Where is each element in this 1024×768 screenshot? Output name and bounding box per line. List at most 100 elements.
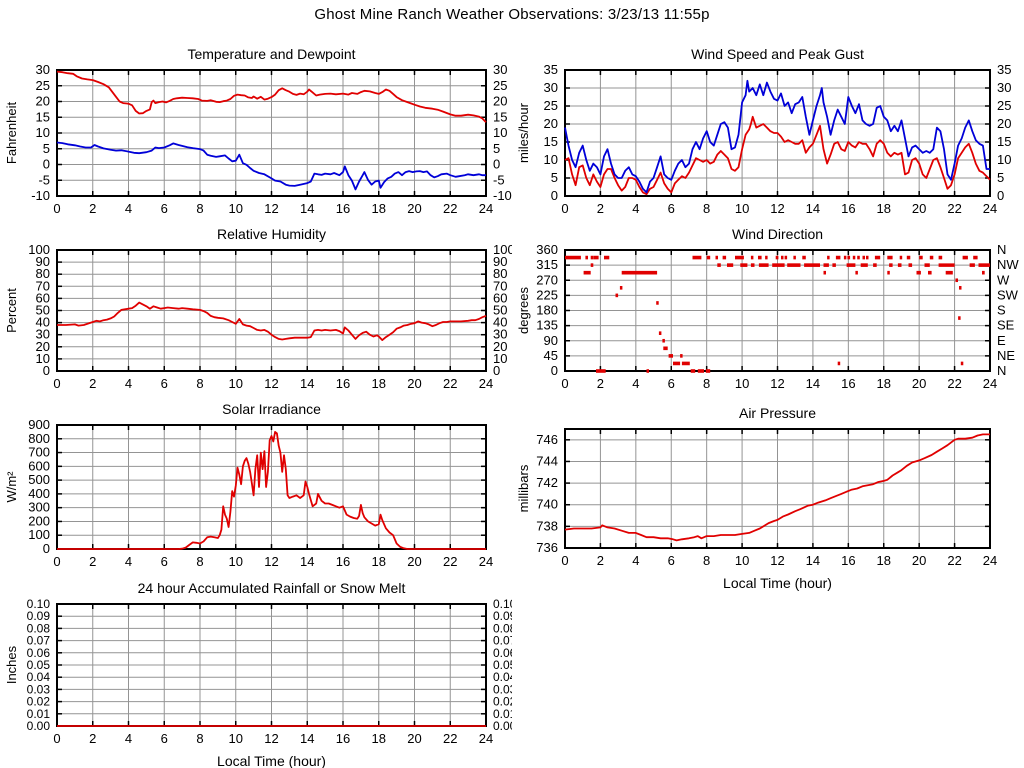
y-tick-label: 0.06: [27, 646, 51, 660]
grid: [56, 69, 487, 197]
y-tick-label: 5: [551, 170, 558, 185]
right-tick-label: SE: [997, 318, 1015, 333]
y-axis-label: degrees: [516, 287, 531, 334]
right-tick-label: 25: [997, 98, 1011, 113]
y-tick-label: 800: [28, 431, 50, 446]
chart-relative-humidity: 100 90 80 70 60 50 40 30 20 10 0 100 90 80 70 60 50 40 30 2…: [0, 215, 515, 392]
right-tick-label: NE: [997, 348, 1015, 363]
right-tick-label: 0.04: [493, 670, 512, 684]
x-tick-label: 22: [443, 554, 457, 569]
x-tick-label: 18: [372, 376, 386, 391]
air-pressure-line: [564, 433, 990, 542]
right-tick-label: 100: [493, 242, 512, 257]
chart-title: Air Pressure: [739, 405, 816, 421]
dewpoint-line: [56, 141, 486, 191]
x-tick-label: 8: [703, 376, 710, 391]
x-axis-label: Local Time (hour): [217, 753, 326, 768]
y-tick-label: 5: [43, 141, 50, 156]
y-tick-label: 300: [28, 500, 50, 515]
chart-air-pressure: 746 744 742 740 738 736 0 2 4 6 8 10 12 14 16 18 20 22 24 A…: [512, 392, 1024, 592]
x-tick-label: 18: [877, 376, 891, 391]
x-tick-label: 8: [196, 376, 203, 391]
y-tick-label: 0: [551, 188, 558, 203]
y-tick-label: 90: [36, 254, 50, 269]
chart-title: Wind Direction: [732, 226, 823, 242]
x-tick-label: 8: [196, 201, 203, 215]
wind-speed-line: [564, 115, 991, 196]
y-tick-label: 742: [536, 475, 558, 490]
right-tick-label: 30: [493, 327, 507, 342]
x-tick-label: 22: [443, 376, 457, 391]
x-tick-label: 6: [161, 554, 168, 569]
right-tick-label: 5: [997, 170, 1004, 185]
y-tick-label: 740: [536, 497, 558, 512]
x-tick-label: 24: [479, 554, 493, 569]
x-tick-label: 12: [770, 376, 784, 391]
right-tick-label: 10: [997, 152, 1011, 167]
y-axis-label: Percent: [4, 288, 19, 333]
x-tick-label: 14: [806, 553, 820, 568]
x-tick-label: 4: [632, 201, 639, 215]
x-tick-label: 4: [125, 201, 132, 215]
x-tick-label: 24: [479, 731, 493, 746]
chart-wind-speed-and-peak-gust: 35 30 25 20 15 10 5 0 35 30 25 20 15 10 5 0 0 2 4 6 8 10 12 14 1…: [512, 38, 1024, 216]
y-tick-label: 736: [536, 540, 558, 555]
right-tick-label: 0: [997, 188, 1004, 203]
x-tick-label: 14: [300, 201, 314, 215]
chart-rainfall: 0.10 0.09 0.08 0.07 0.06 0.05 0.04 0.03 0.02 0.01…: [0, 570, 517, 768]
x-tick-label: 18: [372, 201, 386, 215]
y-tick-label: 25: [544, 98, 558, 113]
right-tick-label: 0.02: [493, 695, 512, 709]
y-tick-label: 0.09: [27, 609, 51, 623]
right-tick-label: 10: [493, 125, 507, 140]
x-tick-label: 12: [264, 201, 278, 215]
x-tick-label: 10: [229, 376, 243, 391]
x-tick-label: 16: [841, 201, 855, 215]
right-tick-label: 0.07: [493, 634, 512, 648]
right-tick-label: 70: [493, 278, 507, 293]
right-tick-label: 0.01: [493, 707, 512, 721]
y-tick-label: 15: [36, 109, 50, 124]
y-tick-label: 0: [43, 157, 50, 172]
y-tick-label: 0.05: [27, 658, 51, 672]
x-tick-label: 6: [161, 731, 168, 746]
y-tick-label: 738: [536, 518, 558, 533]
x-tick-label: 12: [264, 554, 278, 569]
y-tick-label: 135: [536, 318, 558, 333]
right-tick-label: 20: [997, 116, 1011, 131]
y-tick-label: 225: [536, 287, 558, 302]
x-tick-label: 8: [196, 731, 203, 746]
y-tick-label: 70: [36, 278, 50, 293]
x-tick-label: 24: [983, 201, 997, 215]
y-axis-label: Inches: [4, 645, 19, 684]
x-tick-label: 20: [407, 376, 421, 391]
x-tick-label: 20: [912, 201, 926, 215]
tick-marks: [56, 249, 487, 372]
x-tick-label: 12: [770, 201, 784, 215]
y-tick-label: 20: [36, 339, 50, 354]
x-tick-label: 18: [372, 731, 386, 746]
tick-marks: [56, 424, 487, 550]
tick-marks: [56, 69, 487, 197]
x-tick-label: 18: [877, 553, 891, 568]
x-tick-label: 24: [983, 553, 997, 568]
y-tick-label: 900: [28, 417, 50, 432]
x-tick-label: 4: [125, 554, 132, 569]
x-tick-label: 16: [841, 376, 855, 391]
y-tick-label: 50: [36, 303, 50, 318]
y-tick-label: 500: [28, 472, 50, 487]
x-tick-label: 10: [229, 731, 243, 746]
y-tick-label: 0: [43, 363, 50, 378]
peak-gust-line: [564, 79, 990, 194]
chart-wind-direction: 360 315 270 225 180 135 90 45 0 N NW W SW S SE E NE N 0 2 4 6…: [512, 215, 1024, 392]
x-tick-label: 18: [877, 201, 891, 215]
y-tick-label: 315: [536, 257, 558, 272]
y-tick-label: 744: [536, 453, 558, 468]
y-tick-label: 100: [28, 527, 50, 542]
y-tick-label: 200: [28, 513, 50, 528]
y-tick-label: -10: [31, 188, 50, 203]
x-tick-label: 20: [912, 553, 926, 568]
chart-title: Wind Speed and Peak Gust: [691, 46, 864, 62]
